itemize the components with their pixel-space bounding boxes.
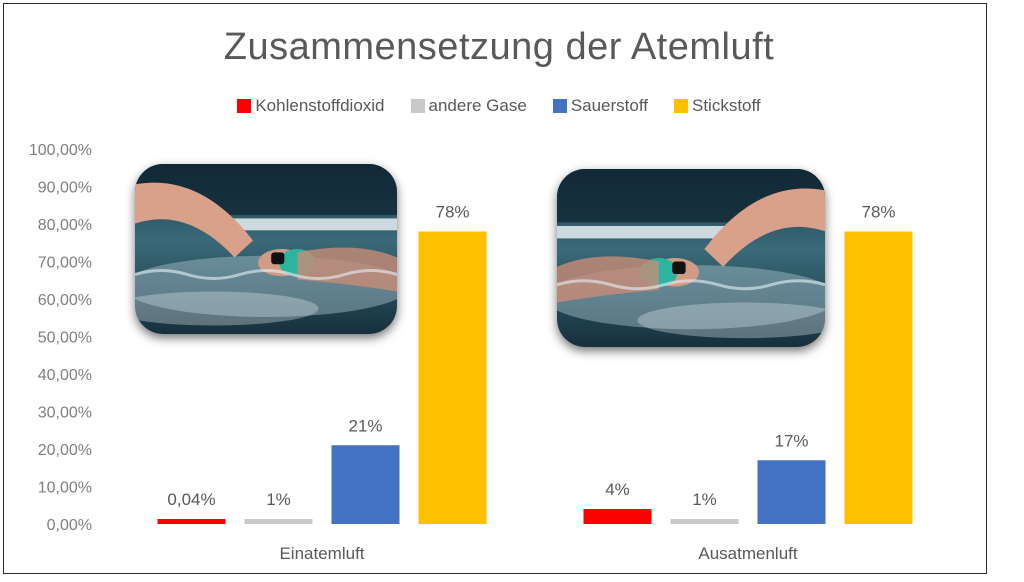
- legend-label: Stickstoff: [692, 96, 761, 115]
- data-label: 0,04%: [167, 490, 215, 509]
- y-tick-label: 30,00%: [38, 405, 92, 422]
- chart-title: Zusammensetzung der Atemluft: [223, 26, 775, 68]
- x-category-label: Ausatmenluft: [698, 544, 797, 563]
- legend-item-1: andere Gase: [410, 96, 527, 116]
- legend-swatch: [552, 99, 567, 113]
- y-tick-label: 60,00%: [38, 292, 92, 309]
- data-label: 1%: [692, 490, 717, 509]
- legend-item-2: Sauerstoff: [552, 96, 648, 116]
- data-label: 17%: [774, 431, 808, 450]
- legend-item-3: Stickstoff: [674, 96, 761, 116]
- y-tick-label: 50,00%: [38, 330, 92, 347]
- chart-frame: Zusammensetzung der Atemluft Kohlenstoff…: [3, 3, 987, 574]
- y-tick-label: 20,00%: [38, 442, 92, 459]
- legend-swatch: [237, 99, 252, 113]
- x-category-label: Einatemluft: [279, 544, 364, 563]
- legend-label: andere Gase: [428, 96, 527, 115]
- legend-swatch: [674, 99, 688, 113]
- bar-stickstoff: [418, 231, 487, 524]
- y-tick-label: 70,00%: [38, 255, 92, 272]
- data-label: 21%: [348, 416, 382, 435]
- legend-item-0: Kohlenstoffdioxid: [237, 96, 385, 116]
- data-label: 1%: [266, 490, 291, 509]
- plot-area: 0,00% 10,00% 20,00% 30,00% 40,00% 50,00% 60,00…: [29, 142, 913, 563]
- data-label: 4%: [605, 480, 630, 499]
- bar-andere-gase: [670, 519, 739, 524]
- swimmer-photo-right: [557, 169, 825, 347]
- y-tick-label: 80,00%: [38, 217, 92, 234]
- bar-kohlenstoffdioxid: [583, 509, 652, 524]
- bar-stickstoff: [844, 231, 913, 524]
- y-tick-label: 10,00%: [38, 480, 92, 497]
- legend-label: Kohlenstoffdioxid: [255, 96, 385, 115]
- legend-swatch: [410, 99, 425, 113]
- y-tick-label: 100,00%: [29, 142, 92, 159]
- y-tick-label: 40,00%: [38, 367, 92, 384]
- legend-label: Sauerstoff: [570, 96, 648, 115]
- y-tick-label: 0,00%: [47, 517, 92, 534]
- bar-sauerstoff: [757, 460, 826, 524]
- bar-kohlenstoffdioxid: [157, 519, 226, 524]
- data-label: 78%: [861, 203, 895, 222]
- bar-andere-gase: [244, 519, 313, 524]
- legend: Kohlenstoffdioxid andere Gase Sauerstoff St…: [4, 96, 994, 116]
- swimmer-photo-left: [135, 164, 397, 334]
- bar-sauerstoff: [331, 445, 400, 524]
- data-label: 78%: [435, 203, 469, 222]
- y-tick-label: 90,00%: [38, 180, 92, 197]
